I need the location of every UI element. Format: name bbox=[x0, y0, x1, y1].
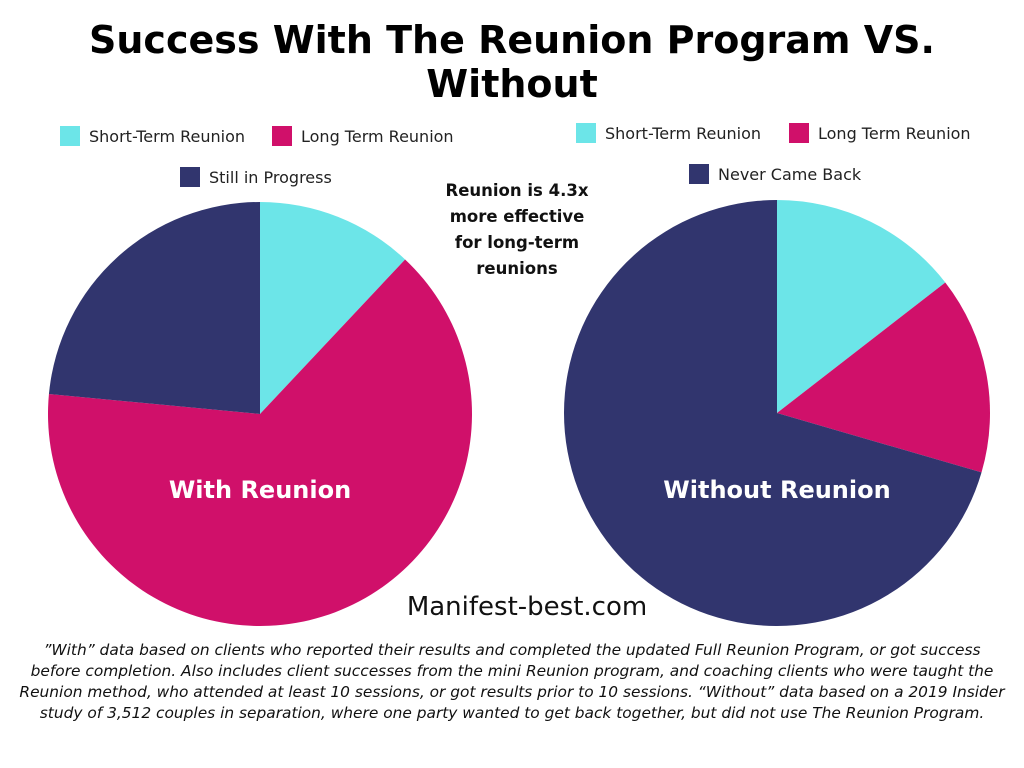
legend-right-short-term-swatch bbox=[576, 123, 596, 143]
pie-with-slice-long-term-reunion bbox=[47, 259, 472, 627]
website-label: Manifest-best.com bbox=[406, 592, 648, 622]
legend-left-long-term-swatch bbox=[272, 126, 292, 146]
pie-without-slice-never-came-back bbox=[563, 200, 982, 627]
data-source-footnote: ”With” data based on clients who reporte… bbox=[19, 641, 1005, 722]
pie-without-title: Without Reunion bbox=[663, 476, 890, 504]
legend-left-still-in-progress-label: Still in Progress bbox=[209, 167, 332, 187]
legend-right-long-term: Long Term Reunion bbox=[789, 123, 971, 143]
legend-left-long-term-label: Long Term Reunion bbox=[301, 126, 454, 146]
legend-right-long-term-label: Long Term Reunion bbox=[818, 123, 971, 143]
pie-without-reunion: Without Reunion bbox=[563, 200, 990, 627]
legend-right-short-term: Short-Term Reunion bbox=[576, 123, 761, 143]
pie-with-slice-short-term-reunion bbox=[260, 202, 406, 414]
legend-right-never-came-back-label: Never Came Back bbox=[718, 164, 862, 184]
legend-left-short-term: Short-Term Reunion bbox=[60, 126, 245, 146]
legend-right-long-term-swatch bbox=[789, 123, 809, 143]
legend-left-short-term-label: Short-Term Reunion bbox=[89, 126, 246, 146]
chart-title: Success With The Reunion Program VS. Wit… bbox=[89, 18, 935, 106]
legend-left-still-in-progress-swatch bbox=[180, 167, 200, 187]
legend-right-short-term-label: Short-Term Reunion bbox=[605, 123, 762, 143]
legend-left-long-term: Long Term Reunion bbox=[272, 126, 454, 146]
pie-without-slice-short-term-reunion bbox=[777, 200, 946, 413]
legend-right-never-came-back: Never Came Back bbox=[689, 164, 861, 184]
legend-left-short-term-swatch bbox=[60, 126, 80, 146]
legend-right-never-came-back-swatch bbox=[689, 164, 709, 184]
pie-with-title: With Reunion bbox=[169, 476, 351, 504]
pie-with-slice-still-in-progress bbox=[48, 202, 260, 414]
pie-without-slice-long-term-reunion bbox=[777, 282, 990, 473]
legend-left-still-in-progress: Still in Progress bbox=[180, 167, 332, 187]
pie-with-reunion: With Reunion bbox=[47, 202, 472, 627]
effectiveness-callout: Reunion is 4.3x more effective for long-… bbox=[445, 181, 589, 278]
